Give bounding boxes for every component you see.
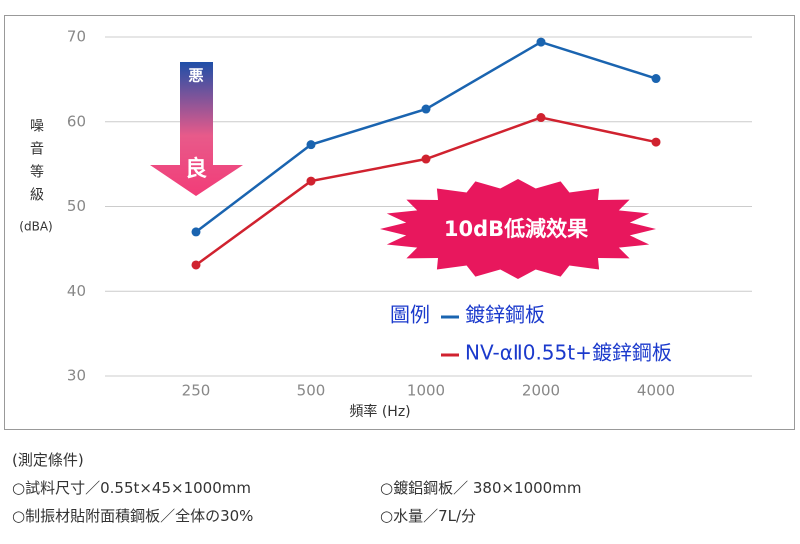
condition: ○水量／7L/分 — [380, 507, 477, 525]
condition: ○制振材貼附面積鋼板／全体の30% — [12, 507, 254, 525]
data-point — [421, 104, 431, 114]
legend-title: 圖例 — [390, 303, 430, 327]
y-tick-label: 40 — [67, 282, 86, 300]
legend-label: NV-αⅡ0.55t+鍍鋅鋼板 — [465, 341, 672, 365]
y-tick-label: 60 — [67, 112, 86, 130]
x-tick-label: 250 — [182, 382, 211, 400]
burst — [380, 179, 656, 279]
arrow — [150, 62, 243, 196]
chart: 噪音等級 (dBA) 頻率 (Hz) 悪 良 10dB低減效果 圖例 30 40 5… — [4, 15, 795, 430]
chart-frame — [4, 15, 795, 430]
y-axis-unit: (dBA) — [19, 220, 52, 234]
y-tick-label: 30 — [67, 367, 86, 385]
good-bad-arrow: 悪 良 — [150, 62, 243, 196]
data-point — [651, 137, 661, 147]
arrow-bottom-label: 良 — [185, 156, 207, 182]
x-axis-label: 頻率 (Hz) — [349, 403, 410, 420]
data-point — [191, 260, 201, 270]
conditions-title: (測定條件) — [12, 451, 84, 469]
x-tick-label: 500 — [297, 382, 326, 400]
data-point — [306, 140, 316, 150]
x-tick-label: 1000 — [407, 382, 445, 400]
annotation: 10dB低減效果 — [444, 217, 588, 241]
x-tick-label: 2000 — [522, 382, 560, 400]
data-point — [421, 154, 431, 164]
x-tick-label: 4000 — [637, 382, 675, 400]
data-point — [651, 74, 661, 84]
condition: ○鍍鋁鋼板／ 380×1000mm — [380, 479, 582, 497]
y-tick-label: 50 — [67, 197, 86, 215]
legend-label: 鍍鋅鋼板 — [465, 303, 545, 327]
data-point — [191, 227, 201, 237]
condition: ○試料尺寸／0.55t×45×1000mm — [12, 479, 251, 497]
data-point — [536, 113, 546, 123]
y-tick-label: 70 — [67, 28, 86, 46]
data-point — [536, 37, 546, 47]
arrow-top-label: 悪 — [188, 67, 203, 85]
data-point — [306, 176, 316, 186]
y-axis-label: 噪音等級 — [28, 118, 44, 210]
